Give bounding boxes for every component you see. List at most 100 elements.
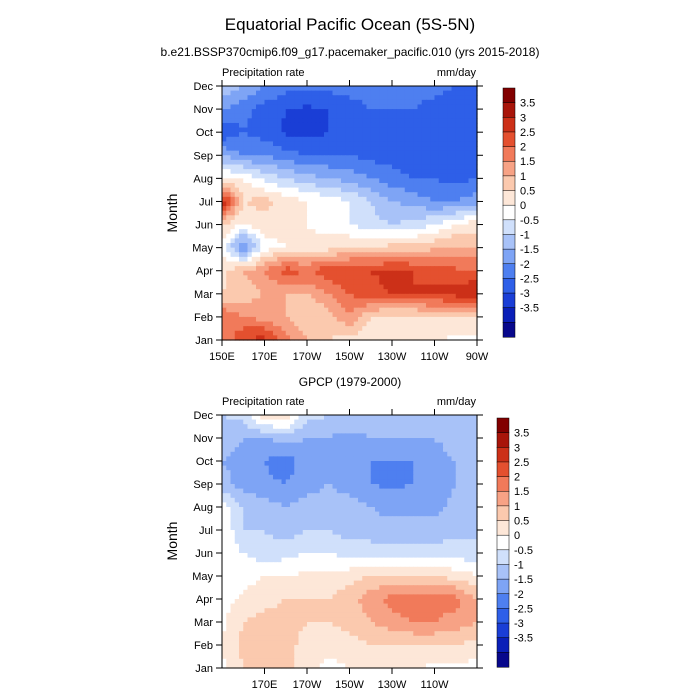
- heatmap-cell: [426, 433, 431, 439]
- heatmap-cell: [239, 520, 244, 526]
- heatmap-cell: [366, 284, 372, 290]
- heatmap-cell: [247, 470, 253, 476]
- heatmap-cell: [341, 488, 346, 494]
- heatmap-cell: [268, 465, 274, 471]
- heatmap-cell: [256, 256, 261, 263]
- heatmap-cell: [366, 428, 372, 434]
- heatmap-cell: [447, 182, 453, 189]
- heatmap-cell: [319, 224, 325, 230]
- heatmap-cell: [226, 326, 232, 332]
- heatmap-cell: [417, 493, 423, 499]
- heatmap-cell: [468, 307, 474, 313]
- heatmap-cell: [332, 298, 338, 304]
- heatmap-cell: [375, 233, 380, 239]
- heatmap-cell: [226, 99, 232, 106]
- heatmap-cell: [455, 201, 461, 207]
- heatmap-cell: [443, 321, 448, 327]
- heatmap-cell: [358, 146, 363, 152]
- heatmap-cell: [468, 335, 474, 341]
- heatmap-cell: [434, 95, 440, 101]
- heatmap-cell: [281, 335, 287, 341]
- heatmap-cell: [400, 316, 406, 323]
- heatmap-cell: [447, 95, 453, 101]
- heatmap-cell: [226, 252, 232, 258]
- heatmap-cell: [315, 95, 321, 101]
- heatmap-cell: [336, 136, 342, 143]
- heatmap-cell: [438, 507, 444, 513]
- heatmap-cell: [222, 520, 227, 526]
- heatmap-cell: [277, 525, 283, 531]
- heatmap-cell: [281, 90, 287, 96]
- heatmap-cell: [251, 428, 257, 434]
- heatmap-cell: [324, 484, 329, 490]
- heatmap-cell: [468, 90, 474, 96]
- heatmap-cell: [379, 256, 385, 263]
- heatmap-cell: [464, 419, 470, 425]
- heatmap-cell: [426, 428, 431, 434]
- heatmap-cell: [230, 525, 236, 531]
- heatmap-cell: [447, 293, 453, 300]
- heatmap-cell: [247, 256, 253, 263]
- heatmap-cell: [226, 493, 232, 499]
- heatmap-cell: [400, 284, 406, 290]
- heatmap-cell: [285, 90, 291, 96]
- heatmap-cell: [281, 298, 287, 304]
- heatmap-cell: [366, 261, 372, 267]
- heatmap-cell: [366, 456, 372, 462]
- heatmap-cell: [222, 530, 227, 536]
- heatmap-cell: [345, 229, 351, 235]
- heatmap-cell: [243, 438, 249, 444]
- heatmap-cell: [392, 321, 397, 327]
- heatmap-cell: [460, 187, 465, 193]
- heatmap-cell: [264, 187, 270, 193]
- heatmap-cell: [430, 178, 436, 184]
- heatmap-cell: [239, 238, 244, 244]
- heatmap-cell: [392, 233, 397, 239]
- heatmap-cell: [243, 150, 249, 156]
- heatmap-cell: [311, 155, 317, 161]
- heatmap-cell: [460, 470, 465, 476]
- heatmap-cell: [413, 192, 419, 198]
- heatmap-cell: [319, 182, 325, 189]
- heatmap-cell: [315, 90, 321, 96]
- heatmap-cell: [468, 479, 474, 485]
- heatmap-cell: [268, 530, 274, 536]
- heatmap-cell: [324, 298, 329, 304]
- heatmap-cell: [234, 215, 240, 221]
- heatmap-cell: [472, 335, 478, 341]
- heatmap-cell: [315, 335, 321, 341]
- heatmap-cell: [421, 530, 427, 536]
- heatmap-cell: [268, 330, 274, 336]
- heatmap-cell: [451, 215, 457, 221]
- heatmap-cell: [430, 155, 436, 161]
- heatmap-cell: [430, 497, 436, 503]
- heatmap-cell: [366, 497, 372, 503]
- heatmap-cell: [251, 474, 257, 480]
- heatmap-cell: [328, 303, 334, 309]
- heatmap-cell: [243, 479, 249, 485]
- heatmap-cell: [392, 155, 397, 161]
- heatmap-cell: [251, 497, 257, 503]
- heatmap-cell: [404, 109, 410, 115]
- heatmap-cell: [247, 502, 253, 508]
- heatmap-cell: [256, 465, 261, 471]
- heatmap-cell: [239, 438, 244, 444]
- heatmap-cell: [353, 298, 359, 304]
- heatmap-cell: [430, 307, 436, 313]
- heatmap-cell: [281, 164, 287, 170]
- heatmap-cell: [332, 451, 338, 457]
- heatmap-cell: [383, 275, 389, 281]
- heatmap-cell: [247, 219, 253, 226]
- heatmap-cell: [400, 155, 406, 161]
- heatmap-cell: [421, 326, 427, 332]
- heatmap-cell: [375, 415, 380, 421]
- heatmap-cell: [281, 497, 287, 503]
- heatmap-cell: [409, 438, 414, 444]
- heatmap-cell: [302, 303, 308, 309]
- heatmap-cell: [260, 206, 266, 212]
- heatmap-cell: [315, 215, 321, 221]
- heatmap-cell: [281, 113, 287, 119]
- heatmap-cell: [290, 507, 295, 513]
- heatmap-cell: [392, 159, 397, 166]
- heatmap-cell: [285, 132, 291, 138]
